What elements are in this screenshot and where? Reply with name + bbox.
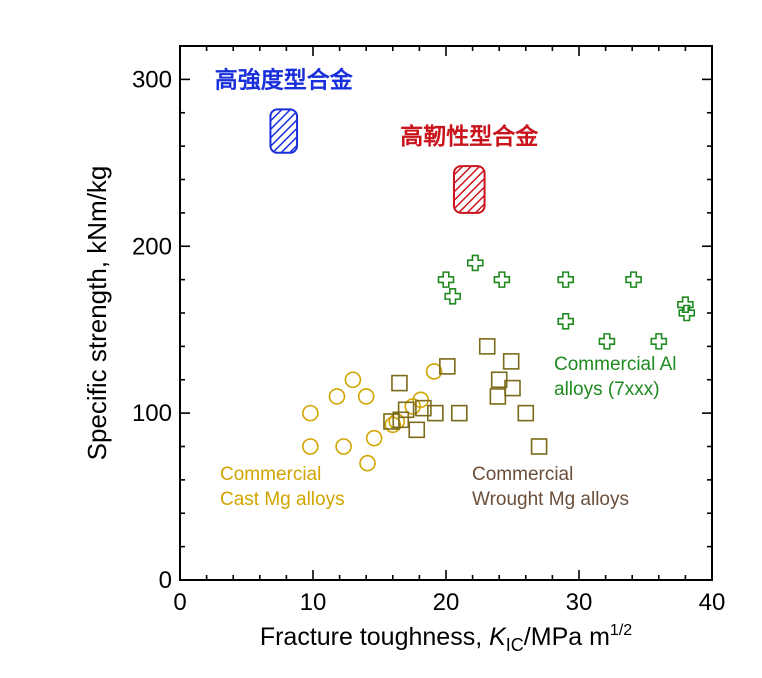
wrought-mg-point <box>391 374 408 392</box>
al-point <box>437 271 455 288</box>
x-tick-label: 30 <box>566 589 593 616</box>
cast-mg-point <box>357 388 375 405</box>
cast-mg-point <box>302 404 319 422</box>
cast-mg-point <box>365 429 383 447</box>
al-point <box>677 296 694 313</box>
wrought-mg-point <box>504 379 521 397</box>
high-strength-label: 高強度型合金 <box>215 66 354 92</box>
cast-mg-point <box>359 454 376 472</box>
wrought-mg-point <box>502 353 520 370</box>
x-tick-label: 10 <box>300 589 327 616</box>
cast-mg-point <box>328 388 346 405</box>
cast-mg-point <box>412 391 430 409</box>
wrought-mg-point <box>517 404 535 422</box>
high-toughness-region <box>452 165 486 214</box>
al-point <box>598 333 616 350</box>
cast-mg-point <box>302 438 319 455</box>
cast-mg-point <box>335 438 352 455</box>
wrought-mg-point <box>478 338 496 355</box>
wrought-mg-point <box>530 438 548 455</box>
wrought-mg-point <box>427 404 444 422</box>
wrought-mg-point <box>392 411 410 429</box>
wrought-mg-point <box>383 413 400 430</box>
al-point <box>650 333 668 350</box>
al-point <box>493 271 511 288</box>
wrought-mg-point <box>450 404 468 422</box>
wrought-mg-point <box>489 388 507 405</box>
al-point <box>625 271 642 288</box>
al-point <box>557 313 574 330</box>
y-tick-label: 0 <box>159 567 172 594</box>
cast-mg-point <box>344 371 362 389</box>
high-toughness-label: 高靭性型合金 <box>400 123 539 149</box>
al-point <box>466 254 484 272</box>
al-point <box>557 271 574 288</box>
wrought-mg-label: Commercial Wrought Mg alloys <box>472 464 629 510</box>
y-tick-label: 100 <box>132 400 172 427</box>
wrought-mg-point <box>408 421 426 439</box>
al-point <box>678 304 696 322</box>
wrought-mg-point <box>490 371 508 389</box>
wrought-mg-point <box>415 399 432 417</box>
x-axis-label: Fracture toughness, KIC/MPa m1/2 <box>260 622 632 655</box>
high-strength-region <box>269 108 299 154</box>
cast-mg-point <box>425 363 443 380</box>
x-tick-label: 20 <box>433 589 460 616</box>
y-tick-label: 200 <box>132 233 172 260</box>
y-tick-label: 300 <box>132 66 172 93</box>
al-point <box>444 288 461 305</box>
y-axis-label: Specific strength, kNm/kg <box>82 166 112 461</box>
cast-mg-label: Commercial Cast Mg alloys <box>220 464 345 510</box>
wrought-mg-point <box>397 401 415 419</box>
x-tick-label: 0 <box>173 589 186 616</box>
x-tick-label: 40 <box>699 589 726 616</box>
wrought-mg-point <box>439 358 456 375</box>
al-label: Commercial Al alloys (7xxx) <box>554 354 676 400</box>
